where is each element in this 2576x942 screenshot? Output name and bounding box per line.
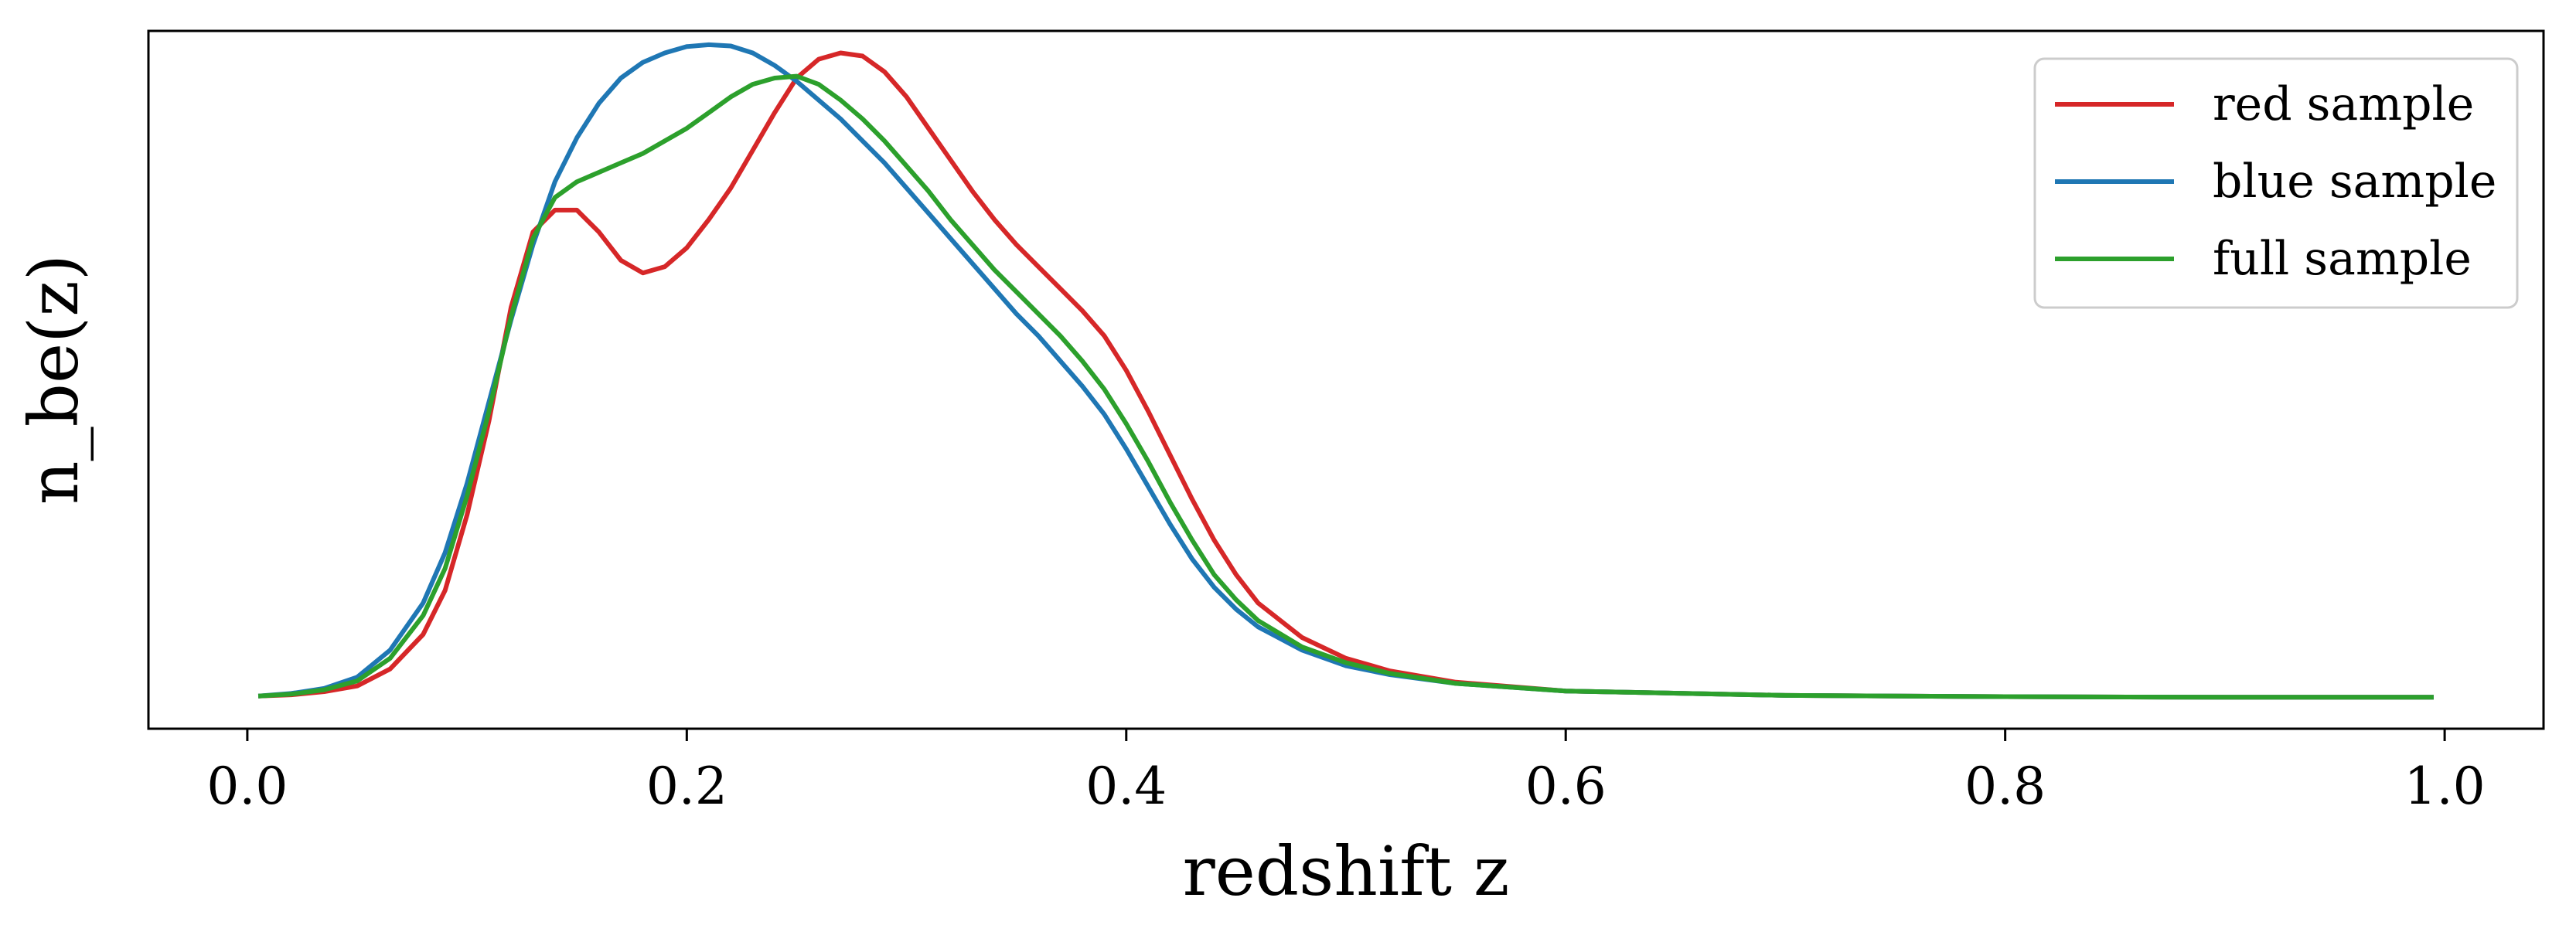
x-axis-label: redshift z [1183,831,1510,911]
legend: red sample blue sample full sample [2033,57,2519,309]
x-tick-label: 0.6 [1525,757,1607,816]
legend-label-full-sample: full sample [2213,232,2472,286]
x-axis-ticks: 0.0 0.2 0.4 0.6 0.8 1.0 [206,729,2486,816]
series-lines [257,42,2434,700]
y-axis-label: n_be(z) [14,254,94,505]
legend-box [2033,57,2519,309]
x-tick-label: 0.8 [1964,757,2046,816]
plot-frame [147,29,2545,730]
legend-label-red-sample: red sample [2213,77,2474,131]
x-tick-label: 0.4 [1085,757,1167,816]
legend-label-blue-sample: blue sample [2213,155,2496,209]
x-tick-label: 0.0 [206,757,288,816]
series-line-full-sample [257,73,2434,700]
x-tick-label: 1.0 [2404,757,2486,816]
x-tick-label: 0.2 [646,757,727,816]
